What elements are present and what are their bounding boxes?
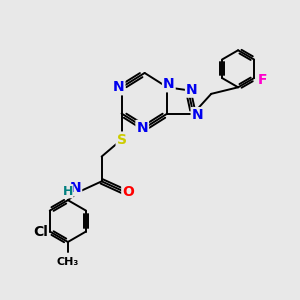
Text: N: N — [163, 77, 175, 91]
Text: N: N — [186, 83, 198, 97]
Text: N: N — [70, 181, 81, 195]
Text: Cl: Cl — [33, 224, 48, 239]
Text: O: O — [122, 185, 134, 199]
Text: N: N — [113, 80, 124, 94]
Text: H: H — [62, 185, 73, 198]
Text: F: F — [258, 74, 267, 87]
Text: CH₃: CH₃ — [57, 257, 79, 267]
Text: S: S — [117, 133, 127, 146]
Text: N: N — [136, 121, 148, 135]
Text: N: N — [192, 108, 203, 122]
